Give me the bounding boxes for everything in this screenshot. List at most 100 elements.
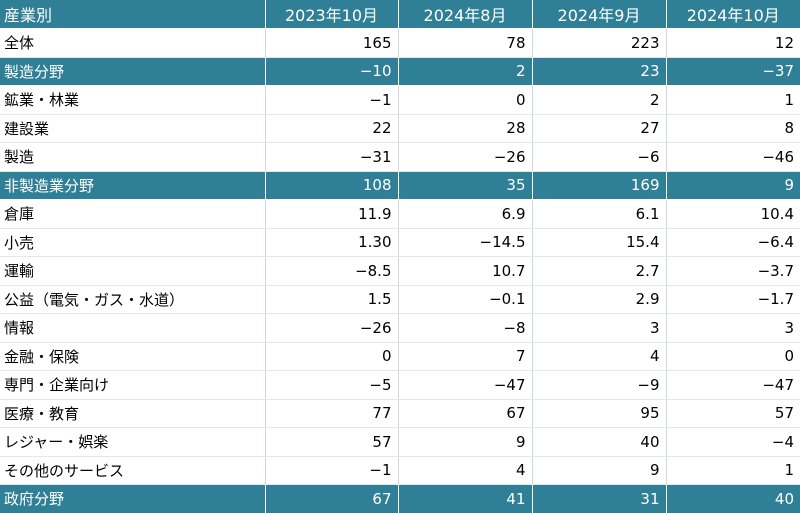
row-label: 専門・企業向け (0, 370, 266, 400)
table-row: 鉱業・林業 −1 0 2 1 (0, 85, 800, 115)
row-label: 全体 (0, 28, 266, 58)
cell-value: 9 (532, 456, 667, 485)
cell-value: −1.7 (666, 285, 800, 314)
cell-value: 31 (532, 484, 667, 514)
cell-value: 67 (398, 399, 533, 428)
cell-value: 28 (398, 114, 533, 143)
table-row: 非製造業分野 108 35 169 9 (0, 171, 800, 200)
cell-value: 1 (666, 456, 800, 485)
cell-value: 41 (398, 484, 533, 514)
cell-value: 9 (398, 427, 533, 457)
cell-value: 0 (666, 342, 800, 371)
table-body: 全体 165 78 223 12 製造分野 −10 2 23 −37 鉱業・林業 −1 0 2 1 建設業 22… (0, 28, 800, 514)
cell-value: 0 (265, 342, 399, 371)
cell-value: 2 (398, 57, 533, 86)
cell-value: −47 (398, 370, 533, 400)
header-2023-oct: 2023年10月 (265, 0, 399, 29)
cell-value: 35 (398, 171, 533, 200)
cell-value: 165 (265, 28, 399, 58)
cell-value: 1 (666, 85, 800, 115)
row-label: 製造分野 (0, 57, 266, 86)
table-row: 専門・企業向け −5 −47 −9 −47 (0, 370, 800, 400)
table-row: 倉庫 11.9 6.9 6.1 10.4 (0, 199, 800, 229)
cell-value: −46 (666, 142, 800, 172)
cell-value: 10.4 (666, 199, 800, 229)
cell-value: −5 (265, 370, 399, 400)
cell-value: 40 (532, 427, 667, 457)
table-row: 製造分野 −10 2 23 −37 (0, 57, 800, 86)
cell-value: −31 (265, 142, 399, 172)
cell-value: −1 (265, 456, 399, 485)
cell-value: 67 (265, 484, 399, 514)
cell-value: 11.9 (265, 199, 399, 229)
cell-value: 4 (398, 456, 533, 485)
cell-value: 8 (666, 114, 800, 143)
row-label: 公益（電気・ガス・水道） (0, 285, 266, 314)
table-row: 医療・教育 77 67 95 57 (0, 399, 800, 428)
cell-value: 22 (265, 114, 399, 143)
cell-value: 78 (398, 28, 533, 58)
cell-value: −9 (532, 370, 667, 400)
header-row: 産業別 2023年10月 2024年8月 2024年9月 2024年10月 (0, 0, 800, 29)
header-2024-aug: 2024年8月 (398, 0, 533, 29)
header-2024-sep: 2024年9月 (532, 0, 667, 29)
cell-value: 7 (398, 342, 533, 371)
cell-value: 169 (532, 171, 667, 200)
cell-value: 0 (398, 85, 533, 115)
table-row: 建設業 22 28 27 8 (0, 114, 800, 143)
cell-value: 95 (532, 399, 667, 428)
row-label: 金融・保険 (0, 342, 266, 371)
table-row: 全体 165 78 223 12 (0, 28, 800, 58)
row-label: その他のサービス (0, 456, 266, 485)
cell-value: 77 (265, 399, 399, 428)
table-row: 政府分野 67 41 31 40 (0, 484, 800, 514)
cell-value: 23 (532, 57, 667, 86)
cell-value: −37 (666, 57, 800, 86)
cell-value: 57 (265, 427, 399, 457)
cell-value: 3 (532, 313, 667, 343)
row-label: 鉱業・林業 (0, 85, 266, 115)
cell-value: −3.7 (666, 256, 800, 286)
row-label: 医療・教育 (0, 399, 266, 428)
row-label: 情報 (0, 313, 266, 343)
cell-value: 1.30 (265, 228, 399, 257)
cell-value: 2.9 (532, 285, 667, 314)
cell-value: 4 (532, 342, 667, 371)
row-label: 製造 (0, 142, 266, 172)
cell-value: −0.1 (398, 285, 533, 314)
cell-value: −47 (666, 370, 800, 400)
table-row: レジャー・娯楽 57 9 40 −4 (0, 427, 800, 457)
cell-value: 1.5 (265, 285, 399, 314)
cell-value: 10.7 (398, 256, 533, 286)
cell-value: 108 (265, 171, 399, 200)
table-row: 公益（電気・ガス・水道） 1.5 −0.1 2.9 −1.7 (0, 285, 800, 314)
cell-value: 2 (532, 85, 667, 115)
table-row: 小売 1.30 −14.5 15.4 −6.4 (0, 228, 800, 257)
row-label: 運輸 (0, 256, 266, 286)
cell-value: −26 (398, 142, 533, 172)
cell-value: 2.7 (532, 256, 667, 286)
cell-value: −1 (265, 85, 399, 115)
cell-value: 3 (666, 313, 800, 343)
cell-value: 40 (666, 484, 800, 514)
cell-value: 15.4 (532, 228, 667, 257)
header-2024-oct: 2024年10月 (666, 0, 800, 29)
cell-value: −26 (265, 313, 399, 343)
header-industry: 産業別 (0, 0, 266, 29)
table-row: 製造 −31 −26 −6 −46 (0, 142, 800, 172)
row-label: 建設業 (0, 114, 266, 143)
cell-value: 6.9 (398, 199, 533, 229)
cell-value: 27 (532, 114, 667, 143)
row-label: 非製造業分野 (0, 171, 266, 200)
cell-value: −6.4 (666, 228, 800, 257)
row-label: レジャー・娯楽 (0, 427, 266, 457)
cell-value: 12 (666, 28, 800, 58)
table-row: 金融・保険 0 7 4 0 (0, 342, 800, 371)
cell-value: −8.5 (265, 256, 399, 286)
row-label: 小売 (0, 228, 266, 257)
row-label: 政府分野 (0, 484, 266, 514)
row-label: 倉庫 (0, 199, 266, 229)
cell-value: −4 (666, 427, 800, 457)
table-row: 運輸 −8.5 10.7 2.7 −3.7 (0, 256, 800, 286)
